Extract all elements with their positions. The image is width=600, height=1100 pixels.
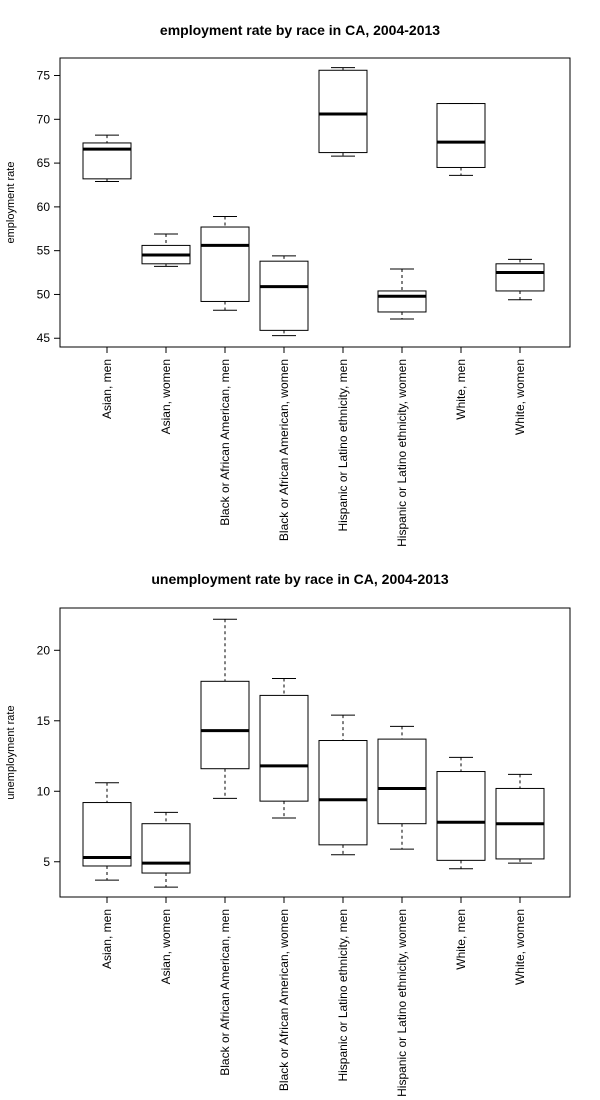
box bbox=[200, 680, 250, 770]
x-tick-label: White, men bbox=[454, 359, 468, 420]
y-tick-label: 10 bbox=[37, 784, 51, 798]
x-tick-label: Hispanic or Latino ethnicity, women bbox=[395, 909, 409, 1097]
x-tick-label: White, men bbox=[454, 909, 468, 970]
y-tick-label: 50 bbox=[37, 287, 51, 301]
x-tick-label: White, women bbox=[513, 359, 527, 435]
box bbox=[436, 771, 486, 861]
y-tick-label: 65 bbox=[37, 156, 51, 170]
x-tick-label: White, women bbox=[513, 909, 527, 985]
x-tick-label: Hispanic or Latino ethnicity, women bbox=[395, 359, 409, 547]
x-tick-label: Asian, women bbox=[159, 359, 173, 434]
x-tick-label: Hispanic or Latino ethnicity, men bbox=[336, 359, 350, 532]
x-tick-label: Black or African American, men bbox=[218, 909, 232, 1076]
box bbox=[141, 823, 191, 874]
x-tick-label: Black or African American, men bbox=[218, 359, 232, 526]
box bbox=[318, 740, 368, 846]
x-tick-label: Asian, men bbox=[100, 359, 114, 419]
y-tick-label: 45 bbox=[37, 331, 51, 345]
box bbox=[200, 226, 250, 302]
y-tick-label: 70 bbox=[37, 112, 51, 126]
box bbox=[436, 103, 486, 168]
box bbox=[82, 802, 132, 867]
x-tick-label: Black or African American, women bbox=[277, 359, 291, 541]
employment-chart: employment rate by race in CA, 2004-2013… bbox=[5, 22, 571, 547]
y-axis-label: employment rate bbox=[5, 162, 17, 244]
plot-frame bbox=[59, 607, 571, 898]
y-tick-label: 60 bbox=[37, 200, 51, 214]
y-tick-label: 75 bbox=[37, 69, 51, 83]
x-tick-label: Black or African American, women bbox=[277, 909, 291, 1091]
y-tick-label: 55 bbox=[37, 244, 51, 258]
chart-title: unemployment rate by race in CA, 2004-20… bbox=[151, 571, 448, 587]
box bbox=[377, 738, 427, 825]
box bbox=[318, 69, 368, 154]
x-tick-label: Asian, women bbox=[159, 909, 173, 984]
x-tick-label: Hispanic or Latino ethnicity, men bbox=[336, 909, 350, 1082]
y-axis-label: unemployment rate bbox=[5, 705, 17, 799]
y-tick-label: 5 bbox=[43, 855, 50, 869]
y-tick-label: 20 bbox=[37, 643, 51, 657]
y-tick-label: 15 bbox=[37, 714, 51, 728]
box bbox=[259, 260, 309, 331]
unemployment-chart: unemployment rate by race in CA, 2004-20… bbox=[5, 571, 571, 1097]
x-tick-label: Asian, men bbox=[100, 909, 114, 969]
plot-frame bbox=[59, 57, 571, 348]
box bbox=[495, 263, 545, 292]
box bbox=[259, 694, 309, 802]
chart-title: employment rate by race in CA, 2004-2013 bbox=[160, 22, 440, 38]
box bbox=[377, 290, 427, 313]
